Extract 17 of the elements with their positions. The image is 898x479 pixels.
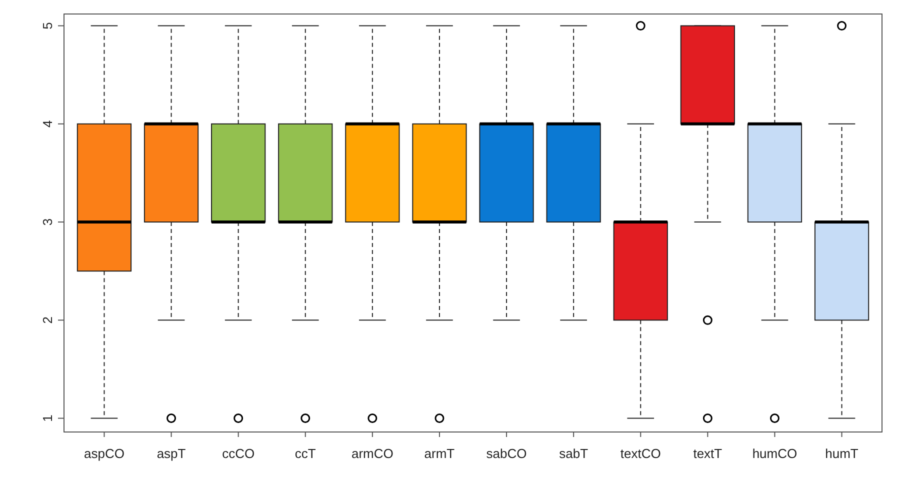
x-tick-label: armT bbox=[424, 446, 455, 461]
y-tick-label: 2 bbox=[40, 316, 55, 324]
y-tick-label: 5 bbox=[40, 22, 55, 30]
x-tick-label: sabCO bbox=[486, 446, 527, 461]
x-tick-label: humT bbox=[825, 446, 858, 461]
x-tick-label: textCO bbox=[620, 446, 661, 461]
y-tick-label: 3 bbox=[40, 218, 55, 226]
x-tick-label: sabT bbox=[559, 446, 588, 461]
x-tick-label: armCO bbox=[351, 446, 394, 461]
x-tick-label: ccCO bbox=[222, 446, 255, 461]
y-tick-label: 4 bbox=[40, 120, 55, 128]
y-tick-label: 1 bbox=[40, 414, 55, 422]
x-tick-label: aspT bbox=[156, 446, 186, 461]
x-tick-label: textT bbox=[693, 446, 722, 461]
x-tick-label: aspCO bbox=[84, 446, 124, 461]
x-tick-label: humCO bbox=[752, 446, 798, 461]
x-tick-label: ccT bbox=[294, 446, 316, 461]
